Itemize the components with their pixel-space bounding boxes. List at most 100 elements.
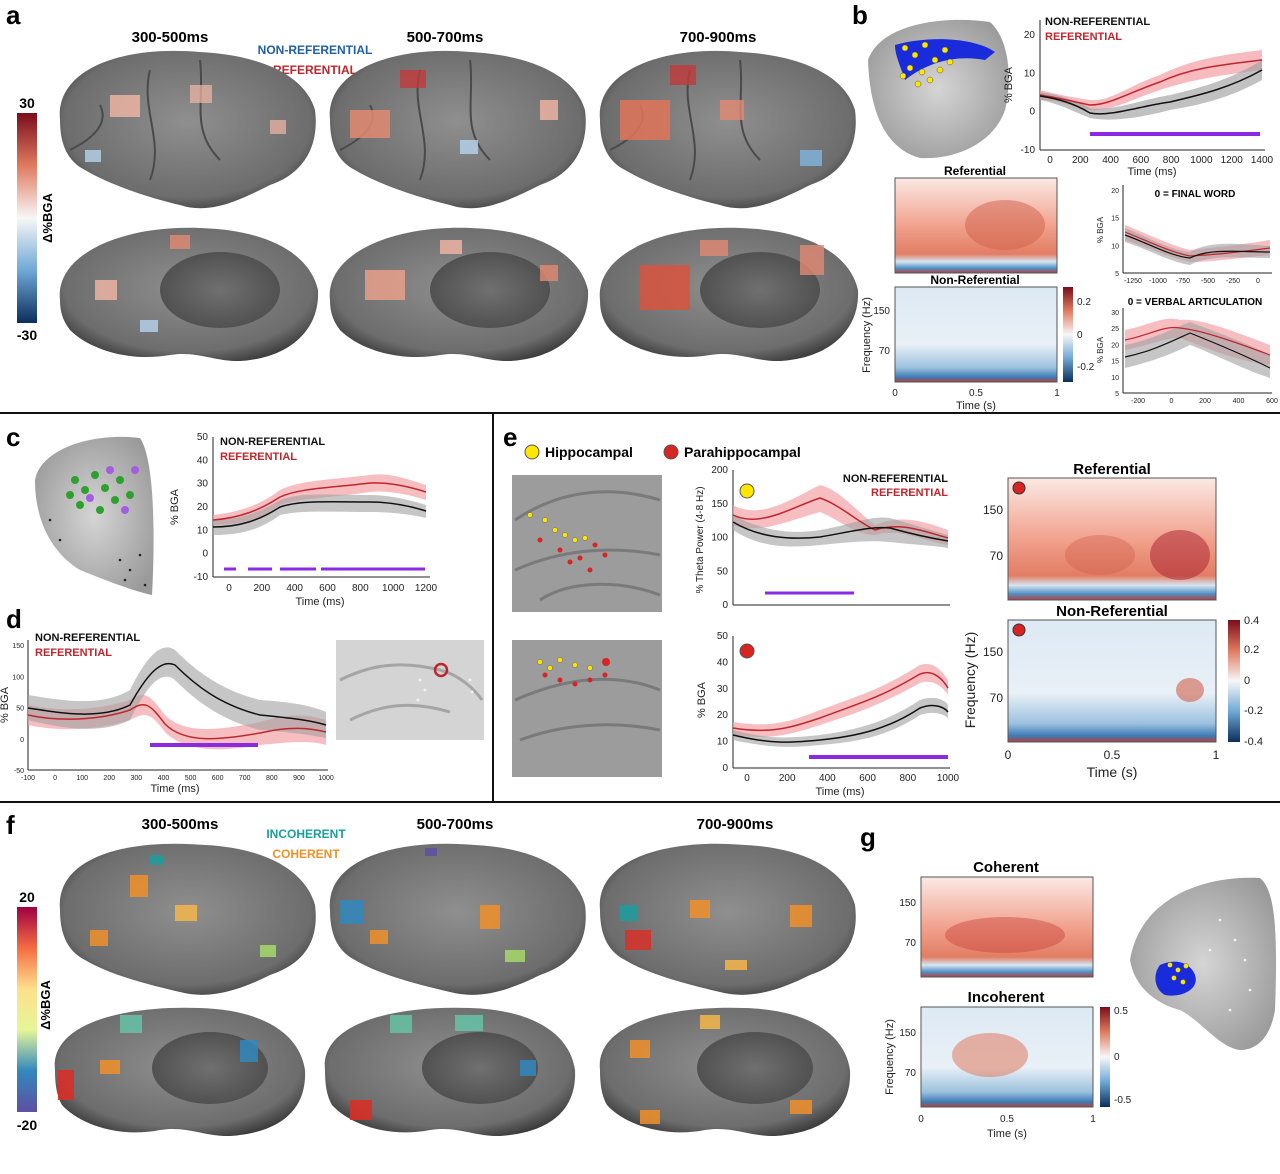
d-xtick-1: 0 — [53, 775, 57, 782]
tf-b-nonref — [895, 287, 1057, 382]
tf-b-cbar-min: -0.2 — [1077, 362, 1095, 373]
e2-ytick-0: 50 — [717, 631, 729, 642]
panel-label-b: b — [852, 0, 868, 30]
s1-xtick-0: -1250 — [1124, 278, 1142, 285]
g-xtick-0: 0 — [918, 1114, 924, 1125]
g-ytick-150b: 150 — [899, 1028, 916, 1039]
g-ylabel: Frequency (Hz) — [884, 1019, 896, 1095]
legend-nonref-d: NON-REFERENTIAL — [35, 632, 140, 644]
b-ytick-0: 20 — [1024, 30, 1036, 41]
brain-c — [35, 437, 154, 595]
d-ytick-4: -50 — [14, 768, 24, 775]
d-ytick-2: 50 — [16, 706, 24, 713]
xlabel-e: Time (ms) — [815, 786, 864, 798]
xticks-b: 0 200 400 600 800 1000 1200 1400 — [1047, 155, 1273, 166]
brain-g — [1130, 878, 1276, 1050]
window-label-a-2: 500-700ms — [407, 29, 484, 46]
s2-ytick-3: 15 — [1111, 359, 1119, 366]
e2-xtick-5: 1000 — [937, 773, 960, 784]
s2-xtick-2: 200 — [1199, 398, 1211, 405]
legend-nonref-b: NON-REFERENTIAL — [1045, 16, 1150, 28]
g-xtick-05: 0.5 — [1000, 1114, 1014, 1125]
small1-title: 0 = FINAL WORD — [1155, 189, 1236, 200]
legend-hippo: Hippocampal — [545, 444, 633, 460]
brain-e-1 — [512, 475, 662, 612]
small2-yticks: 30 25 20 15 10 5 — [1111, 310, 1119, 398]
xticks-d: -100 0 100 200 300 400 500 600 700 800 900 1000 — [21, 775, 334, 782]
b-xtick-0: 0 — [1047, 155, 1053, 166]
tf-e-xlabel: Time (s) — [1087, 764, 1138, 780]
legend-ref-c: REFERENTIAL — [220, 451, 297, 463]
legend-incoh-f: INCOHERENT — [266, 827, 346, 841]
legend-ref-d: REFERENTIAL — [35, 647, 112, 659]
panel-d: d NON-REFERENTIAL REFERENTIAL % BGA Time… — [0, 604, 484, 795]
brain-e-2 — [512, 640, 662, 777]
figure: a 300-500ms 500-700ms 700-900ms NON-REFE… — [0, 0, 1280, 1174]
e2-ytick-1: 40 — [717, 657, 729, 668]
panel-label-e: e — [503, 422, 517, 452]
small1-yticks: 20 15 10 5 — [1111, 188, 1119, 278]
xticks-c: 0 200 400 600 800 1000 1200 — [226, 583, 437, 594]
xlabel-c: Time (ms) — [295, 596, 344, 608]
ylabel-d: % BGA — [0, 686, 11, 723]
tf-e-ytick-150b: 150 — [983, 645, 1003, 659]
d-ytick-3: 0 — [20, 737, 24, 744]
e2-ytick-3: 20 — [717, 710, 729, 721]
g-cbar-max: 0.5 — [1114, 1006, 1128, 1017]
b-xtick-6: 1200 — [1221, 155, 1244, 166]
legend-nonref-a: NON-REFERENTIAL — [258, 43, 373, 57]
s1-ytick-3: 5 — [1115, 271, 1119, 278]
g-cbar-min: -0.5 — [1114, 1095, 1132, 1106]
b-ytick-3: -10 — [1021, 145, 1036, 156]
panel-label-f: f — [6, 810, 15, 840]
g-xtick-1: 1 — [1090, 1114, 1096, 1125]
panel-label-g: g — [860, 822, 876, 852]
tf-b-nonref-title: Non-Referential — [930, 273, 1019, 287]
colorbar-f-label: Δ%BGA — [38, 979, 53, 1029]
e1-ytick-4: 0 — [722, 600, 728, 611]
plot-e-bga: % BGA Time (ms) 50403020100 0 200 400 600 80… — [696, 631, 960, 798]
legend-coh-f: COHERENT — [272, 847, 340, 861]
tf-e-ref-title: Referential — [1073, 461, 1151, 478]
s1-xtick-5: 0 — [1256, 278, 1260, 285]
tf-e-cbar-3: -0.2 — [1244, 705, 1263, 717]
tf-b-cbar-zero: 0 — [1077, 330, 1083, 341]
s1-xtick-1: -1000 — [1149, 278, 1167, 285]
panel-label-a: a — [6, 0, 21, 30]
e2-ytick-4: 10 — [717, 737, 729, 748]
plot-b-small2: 0 = VERBAL ARTICULATION % BGA 30 25 20 15 10… — [1096, 297, 1278, 405]
window-label-a-3: 700-900ms — [680, 29, 757, 46]
g-cbar-zero: 0 — [1114, 1052, 1120, 1063]
tf-e-xtick-0: 0 — [1005, 748, 1012, 762]
colorbar-f-max: 20 — [19, 889, 35, 905]
tf-e-cbar-2: 0 — [1244, 675, 1250, 687]
ylabel-e-bga: % BGA — [696, 681, 708, 718]
brain-medial-f-2 — [325, 1008, 575, 1136]
tf-e-ytick-70a: 70 — [990, 549, 1004, 563]
window-label-f-1: 300-500ms — [142, 816, 219, 833]
d-ytick-0: 150 — [12, 643, 24, 650]
tf-e-xtick-1: 1 — [1213, 748, 1220, 762]
tf-b-xtick-1: 1 — [1054, 388, 1060, 399]
tf-e-ytick-70b: 70 — [990, 691, 1004, 705]
colorbar-f-min: -20 — [17, 1117, 37, 1133]
d-ytick-1: 100 — [12, 674, 24, 681]
d-xtick-5: 400 — [158, 775, 170, 782]
e2-xtick-2: 400 — [819, 773, 836, 784]
panel-label-c: c — [6, 422, 20, 452]
e1-ytick-1: 150 — [711, 499, 728, 510]
tf-b-xtick-05: 0.5 — [969, 388, 983, 399]
s2-ytick-0: 30 — [1111, 310, 1119, 317]
d-xtick-4: 300 — [131, 775, 143, 782]
legend-ref-b: REFERENTIAL — [1045, 31, 1122, 43]
s1-xtick-3: -500 — [1201, 278, 1215, 285]
panel-b: b NON-REFERENTIAL REFERENTIAL % BGA Time… — [852, 0, 1278, 412]
legend-hippo-marker — [525, 445, 539, 459]
panel-c: c NON-REFERENTIAL REFERENTIAL % BGA Time… — [6, 422, 438, 608]
tf-b-ytick-70: 70 — [879, 346, 891, 357]
yticks-b: 20 10 0 -10 — [1021, 30, 1036, 156]
e2-xtick-0: 0 — [744, 773, 750, 784]
d-xtick-10: 900 — [293, 775, 305, 782]
d-xtick-9: 800 — [266, 775, 278, 782]
b-xtick-4: 800 — [1163, 155, 1180, 166]
